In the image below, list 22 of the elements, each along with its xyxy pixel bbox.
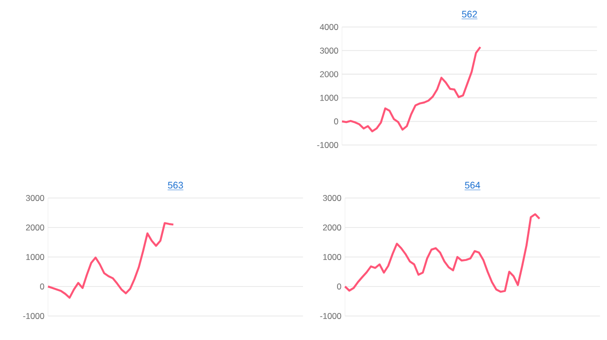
y-tick-label: 2000 bbox=[26, 224, 44, 230]
y-tick-label: 0 bbox=[337, 284, 342, 290]
y-tick-label: -1000 bbox=[317, 142, 338, 148]
y-tick-label: 1000 bbox=[323, 254, 342, 260]
y-tick-label: 2000 bbox=[323, 224, 342, 230]
y-tick-label: 0 bbox=[40, 284, 44, 290]
y-tick-label: 0 bbox=[334, 118, 338, 124]
y-tick-label: 1000 bbox=[26, 254, 44, 260]
line-series bbox=[47, 222, 174, 299]
y-tick-label: 4000 bbox=[320, 24, 338, 30]
line-series bbox=[341, 46, 482, 132]
y-tick-label: 2000 bbox=[320, 71, 338, 78]
y-tick-label: 3000 bbox=[320, 48, 338, 54]
y-tick-label: 1000 bbox=[320, 94, 338, 101]
line-series bbox=[344, 213, 540, 293]
y-tick-label: -1000 bbox=[320, 313, 342, 319]
chart-title: 562 bbox=[462, 10, 477, 18]
y-tick-label: 3000 bbox=[26, 195, 44, 201]
y-tick-label: 3000 bbox=[322, 195, 342, 201]
y-tick-label: -1000 bbox=[23, 313, 44, 319]
chart-title: 563 bbox=[168, 182, 183, 189]
chart-title: 564 bbox=[464, 182, 480, 189]
